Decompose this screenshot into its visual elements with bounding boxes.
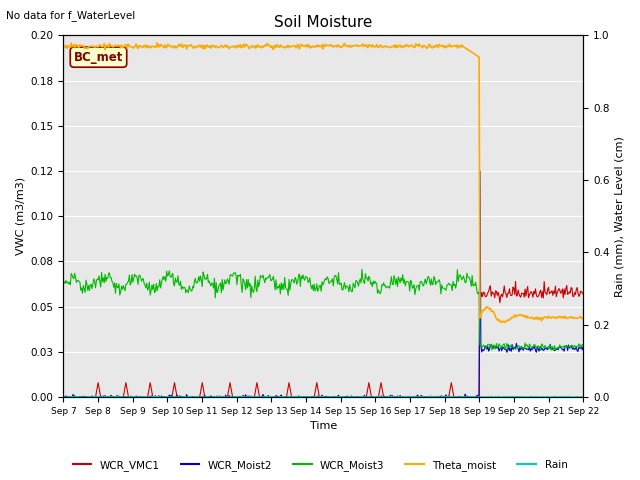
Rain [579,394,587,400]
Theta_moist [452,43,460,49]
WCR_Moist3 [408,278,415,284]
WCR_Moist2 [579,344,587,349]
Line: Theta_moist: Theta_moist [63,43,583,323]
WCR_VMC1 [451,394,459,400]
WCR_Moist3 [452,285,460,291]
Line: WCR_VMC1: WCR_VMC1 [63,281,583,397]
Theta_moist [154,40,161,46]
Rain [322,394,330,400]
Rain [60,394,67,399]
WCR_Moist3 [152,288,159,294]
WCR_VMC1 [579,291,587,297]
Theta_moist [194,43,202,49]
WCR_Moist3 [367,281,374,287]
WCR_Moist3 [193,280,201,286]
Line: WCR_Moist2: WCR_Moist2 [63,171,583,397]
Line: Rain: Rain [63,396,583,397]
Y-axis label: VWC (m3/m3): VWC (m3/m3) [15,177,25,255]
Title: Soil Moisture: Soil Moisture [274,15,372,30]
WCR_VMC1 [366,384,374,390]
WCR_VMC1 [512,278,520,284]
WCR_VMC1 [152,394,159,400]
Theta_moist [367,43,374,49]
Legend: WCR_VMC1, WCR_Moist2, WCR_Moist3, Theta_moist, Rain: WCR_VMC1, WCR_Moist2, WCR_Moist3, Theta_… [68,456,572,475]
WCR_Moist2 [152,394,160,400]
WCR_Moist3 [579,341,587,347]
Rain [152,394,159,400]
Rain [193,394,201,399]
WCR_Moist2 [367,394,374,400]
Line: WCR_Moist3: WCR_Moist3 [63,269,583,350]
WCR_VMC1 [60,394,67,400]
Theta_moist [60,43,67,48]
WCR_Moist3 [358,266,366,272]
WCR_Moist3 [537,348,545,353]
Theta_moist [408,42,415,48]
WCR_Moist2 [60,394,68,400]
Text: No data for f_WaterLevel: No data for f_WaterLevel [6,10,136,21]
X-axis label: Time: Time [310,421,337,432]
WCR_Moist2 [408,394,415,400]
Rain [509,394,516,399]
Text: BC_met: BC_met [74,51,123,64]
Theta_moist [152,45,159,50]
WCR_Moist3 [60,281,67,287]
Rain [452,394,460,400]
Theta_moist [501,320,509,325]
WCR_Moist2 [194,394,202,400]
WCR_Moist2 [476,168,484,174]
Theta_moist [579,317,587,323]
WCR_Moist2 [60,394,67,399]
Rain [295,394,303,399]
WCR_VMC1 [406,394,414,400]
WCR_Moist3 [295,273,303,278]
WCR_Moist2 [296,394,303,400]
Y-axis label: Rain (mm), Water Level (cm): Rain (mm), Water Level (cm) [615,136,625,297]
Theta_moist [296,46,303,52]
WCR_Moist2 [452,394,460,400]
WCR_VMC1 [193,394,201,400]
WCR_VMC1 [295,394,303,400]
Rain [367,394,374,400]
Rain [408,394,415,399]
